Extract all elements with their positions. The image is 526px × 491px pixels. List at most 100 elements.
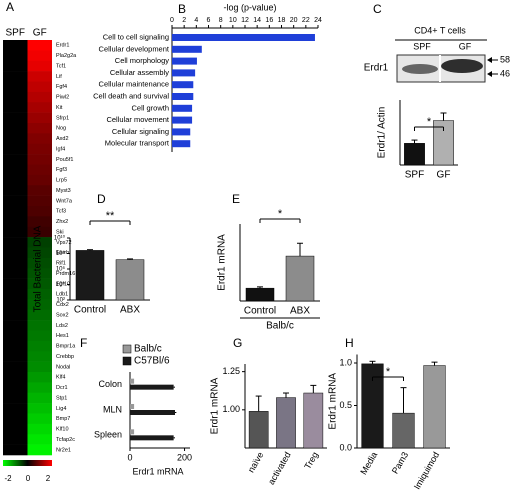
row-label: Wnt7a [56,198,73,204]
row-label: Klf10 [56,427,69,433]
category-label: Treg [302,450,320,471]
heatmap-cell [3,40,28,51]
row-label: Nodal [56,364,70,370]
heatmap-cell [27,382,52,394]
y-axis-label: Erdr1 mRNA [210,377,221,434]
heatmap-cell [27,102,52,113]
column-label: GF [33,28,47,39]
bar [303,392,324,449]
x-axis-label: Erdr1 mRNA [132,466,183,476]
heatmap-cell [27,112,52,124]
heatmap-cell [3,226,28,238]
heatmap-cell [3,351,28,362]
row-label: Ski [56,229,64,235]
panel-letter: G [233,336,242,350]
bar [172,34,315,41]
x-tick-label: 18 [278,17,286,24]
row-label: Lrp5 [56,178,67,184]
heatmap-cell [27,195,52,207]
heatmap-cell [3,268,28,279]
group-label: Balb/c [266,321,294,332]
x-tick-label: 4 [194,17,198,24]
x-tick-label: 16 [265,17,273,24]
colorbar-tick-label: 2 [46,474,51,483]
row-label: Erdr1 [56,43,69,49]
heatmap-cell [3,361,28,373]
heatmap-cell [27,40,52,51]
legend-label: Balb/c [134,344,162,355]
heatmap-cell [3,340,28,352]
y-tick-label: 1.0 [339,357,352,367]
arrow-head [487,71,492,77]
row-label: Fgf3 [56,167,67,173]
x-tick-label: 0 [127,452,132,462]
heatmap-cell [27,143,52,155]
heatmap-cell [27,299,52,311]
x-tick-label: 20 [290,17,298,24]
legend-swatch [122,344,132,354]
row-label: Kit [56,105,63,111]
x-tick-label: 6 [207,17,211,24]
row-label: Tcf1 [56,63,66,69]
row-label: Myst3 [56,188,71,194]
heatmap-cell [27,372,52,383]
heatmap-cell [3,320,28,331]
heatmap-cell [27,330,52,342]
category-label: Cell growth [131,103,169,112]
category-label: Cell morphology [115,56,169,65]
panel-letter: C [373,2,382,16]
heatmap-cell [3,123,28,134]
row-label: Lif [56,74,62,80]
category-label: Control [244,306,276,317]
row-label: Rif1 [56,261,66,267]
panel-letter: E [232,192,240,206]
heatmap-cell [27,320,52,331]
heatmap-cell [27,413,52,425]
heatmap-cell [3,382,28,394]
marker-label: 46 [500,68,510,78]
category-label: Media [358,450,379,476]
row-label: Fgf4 [56,84,67,90]
arrow-head [487,57,492,63]
row-label: Sfrp1 [56,115,69,121]
heatmap-cell [3,71,28,82]
row-label: Lds2 [56,323,68,329]
y-axis-label: Erdr1/ Actin [377,107,388,159]
heatmap-cell [27,423,52,435]
heatmap-cell [27,123,52,134]
row-label: Zhx2 [56,219,68,225]
heatmap-cell [27,154,52,165]
category-label: Cellular signaling [112,127,169,136]
bar [423,365,446,449]
bar [130,404,135,409]
bar [404,143,425,166]
panel-letter: H [345,336,354,350]
row-label: Bmpr1a [56,344,76,350]
category-label: Cellular assembly [110,68,169,77]
category-label: Control [74,305,106,316]
heatmap-cell [27,206,52,217]
category-label: Spleen [94,430,122,440]
heatmap-cell [3,278,28,290]
y-axis-label: Erdr1 mRNA [217,234,228,291]
heatmap-cell [3,237,28,248]
row-label: Vps72 [56,240,72,246]
bar [392,412,415,449]
heatmap-cell [27,361,52,373]
bar [361,363,384,449]
x-tick-label: 8 [219,17,223,24]
row-label: Dcr1 [56,385,68,391]
row-label: Hes1 [56,333,69,339]
row-label: Ldb1 [56,292,68,298]
chart-title: -log (p-value) [223,2,276,12]
column-label: SPF [6,28,25,39]
row-label: Esrrb [56,250,69,256]
y-tick-label: 0.0 [339,442,352,452]
row-label: Nog [56,126,66,132]
row-label: Igf4 [56,146,65,152]
row-label: Tcf3 [56,209,66,215]
row-label: Pla2g2a [56,53,77,59]
heatmap-cell [3,50,28,62]
significance-label: * [278,208,283,220]
